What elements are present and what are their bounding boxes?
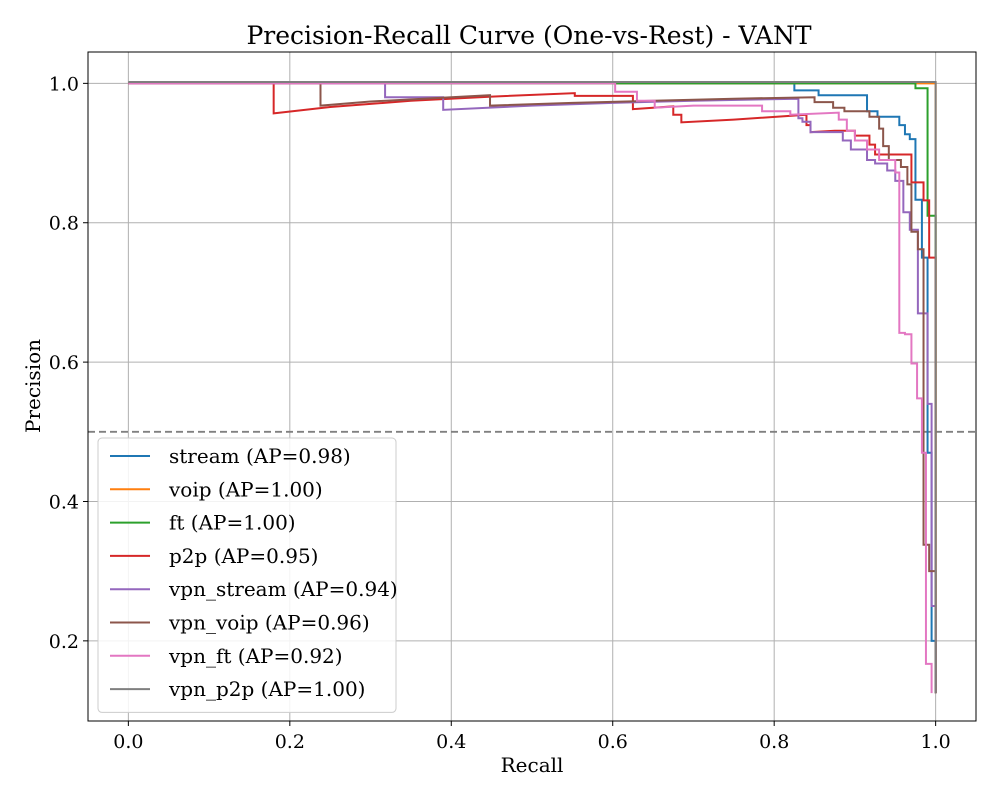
legend-label: vpn_p2p (AP=1.00) bbox=[168, 677, 365, 701]
series-line-stream bbox=[128, 82, 937, 694]
x-axis-label: Recall bbox=[501, 753, 564, 777]
x-tick-label: 0.2 bbox=[275, 731, 305, 753]
legend-label: ft (AP=1.00) bbox=[169, 511, 296, 535]
legend: stream (AP=0.98) voip (AP=1.00) ft (AP=1.0… bbox=[97, 437, 398, 713]
ticks: 0.0 0.2 0.4 0.6 0.8 1.0 0.2 0.4 0.6 0.8 1.0 bbox=[49, 73, 951, 753]
y-tick-label: 0.2 bbox=[49, 631, 79, 653]
x-tick-label: 0.8 bbox=[759, 731, 789, 753]
y-tick-label: 0.6 bbox=[49, 352, 79, 374]
series-line-vpn-voip bbox=[128, 82, 937, 694]
plot-frame bbox=[87, 51, 977, 722]
series-line-vpn-ft bbox=[128, 82, 933, 694]
legend-box bbox=[97, 437, 397, 713]
series-line-vpn-p2p bbox=[128, 80, 937, 694]
series-layer bbox=[128, 80, 937, 694]
chart-title: Precision-Recall Curve (One-vs-Rest) - V… bbox=[246, 21, 811, 50]
series-line-vpn-stream bbox=[128, 82, 937, 694]
y-tick-label: 0.4 bbox=[49, 491, 79, 513]
x-tick-label: 0.4 bbox=[436, 731, 466, 753]
series-line-p2p bbox=[128, 82, 937, 694]
x-tick-label: 1.0 bbox=[921, 731, 951, 753]
legend-label: vpn_voip (AP=0.96) bbox=[168, 611, 370, 635]
legend-label: vpn_stream (AP=0.94) bbox=[168, 577, 398, 601]
y-tick-label: 1.0 bbox=[49, 73, 79, 95]
x-tick-label: 0.6 bbox=[598, 731, 628, 753]
y-axis-label: Precision bbox=[21, 339, 45, 433]
legend-label: vpn_ft (AP=0.92) bbox=[168, 644, 343, 668]
x-tick-label: 0.0 bbox=[113, 731, 143, 753]
legend-label: stream (AP=0.98) bbox=[169, 444, 351, 468]
y-tick-label: 0.8 bbox=[49, 213, 79, 235]
legend-label: voip (AP=1.00) bbox=[168, 477, 323, 501]
legend-label: p2p (AP=0.95) bbox=[169, 544, 318, 568]
